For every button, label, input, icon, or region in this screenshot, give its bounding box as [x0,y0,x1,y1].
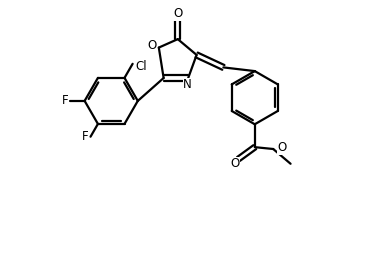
Text: O: O [173,7,183,20]
Text: O: O [278,141,287,154]
Text: F: F [61,94,68,107]
Text: Cl: Cl [136,60,147,73]
Text: O: O [148,39,157,52]
Text: N: N [183,78,192,91]
Text: O: O [230,157,240,170]
Text: F: F [82,130,89,143]
